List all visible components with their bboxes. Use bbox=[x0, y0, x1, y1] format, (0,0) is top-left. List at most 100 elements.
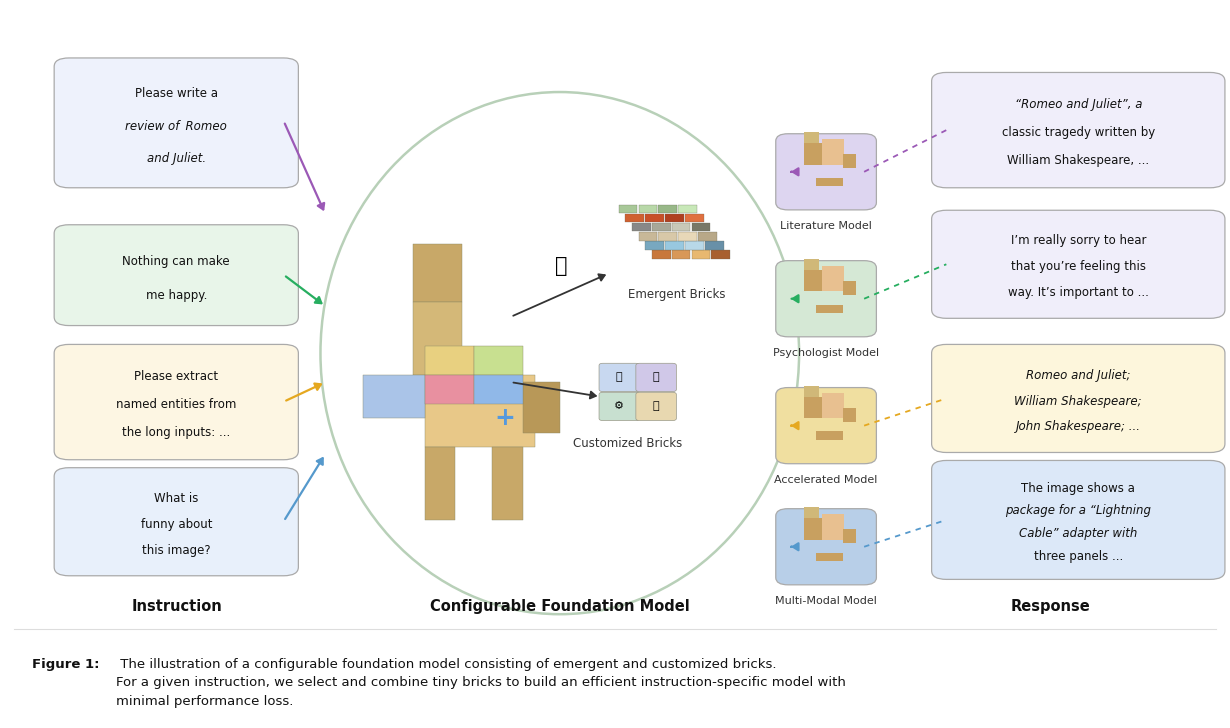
Text: package for a “Lightning: package for a “Lightning bbox=[1005, 505, 1151, 518]
Text: Configurable Foundation Model: Configurable Foundation Model bbox=[430, 599, 690, 614]
Text: that you’re feeling this: that you’re feeling this bbox=[1011, 261, 1146, 274]
FancyBboxPatch shape bbox=[931, 73, 1225, 188]
Text: this image?: this image? bbox=[141, 544, 210, 557]
Text: I’m really sorry to hear: I’m really sorry to hear bbox=[1011, 234, 1146, 248]
FancyBboxPatch shape bbox=[823, 266, 845, 291]
Text: Customized Bricks: Customized Bricks bbox=[573, 437, 681, 449]
FancyBboxPatch shape bbox=[665, 241, 684, 250]
FancyBboxPatch shape bbox=[844, 529, 856, 543]
Text: review of  Romeo: review of Romeo bbox=[125, 119, 228, 132]
FancyBboxPatch shape bbox=[705, 241, 723, 250]
FancyBboxPatch shape bbox=[658, 205, 678, 213]
FancyBboxPatch shape bbox=[412, 245, 461, 302]
Text: three panels ...: three panels ... bbox=[1033, 550, 1123, 563]
Text: Please extract: Please extract bbox=[134, 371, 219, 384]
Text: 🔩: 🔩 bbox=[653, 401, 659, 411]
FancyBboxPatch shape bbox=[599, 392, 640, 421]
FancyBboxPatch shape bbox=[931, 344, 1225, 453]
Text: John Shakespeare; ...: John Shakespeare; ... bbox=[1016, 421, 1140, 433]
FancyBboxPatch shape bbox=[817, 553, 844, 561]
FancyBboxPatch shape bbox=[817, 178, 844, 186]
FancyBboxPatch shape bbox=[804, 397, 823, 419]
FancyBboxPatch shape bbox=[492, 448, 523, 520]
FancyBboxPatch shape bbox=[54, 344, 299, 459]
FancyBboxPatch shape bbox=[523, 382, 560, 433]
FancyBboxPatch shape bbox=[652, 223, 670, 232]
Text: William Shakespeare, ...: William Shakespeare, ... bbox=[1007, 154, 1149, 167]
FancyBboxPatch shape bbox=[658, 232, 678, 240]
FancyBboxPatch shape bbox=[685, 214, 704, 222]
FancyBboxPatch shape bbox=[424, 375, 474, 404]
FancyBboxPatch shape bbox=[646, 241, 664, 250]
FancyBboxPatch shape bbox=[672, 223, 690, 232]
FancyBboxPatch shape bbox=[678, 232, 697, 240]
FancyBboxPatch shape bbox=[678, 205, 697, 213]
FancyBboxPatch shape bbox=[804, 143, 823, 165]
Text: Response: Response bbox=[1011, 599, 1091, 614]
Text: What is: What is bbox=[154, 492, 198, 505]
Text: Accelerated Model: Accelerated Model bbox=[775, 475, 878, 485]
FancyBboxPatch shape bbox=[804, 259, 819, 269]
Text: Romeo and Juliet;: Romeo and Juliet; bbox=[1026, 368, 1130, 381]
FancyBboxPatch shape bbox=[844, 154, 856, 168]
FancyBboxPatch shape bbox=[363, 375, 424, 419]
Text: funny about: funny about bbox=[140, 518, 212, 531]
FancyBboxPatch shape bbox=[638, 205, 657, 213]
Text: Please write a: Please write a bbox=[135, 87, 218, 100]
Text: the long inputs: ...: the long inputs: ... bbox=[122, 427, 230, 439]
FancyBboxPatch shape bbox=[625, 214, 645, 222]
FancyBboxPatch shape bbox=[474, 346, 523, 375]
FancyBboxPatch shape bbox=[776, 134, 877, 210]
FancyBboxPatch shape bbox=[691, 223, 711, 232]
FancyBboxPatch shape bbox=[636, 363, 676, 392]
FancyBboxPatch shape bbox=[823, 139, 845, 165]
FancyBboxPatch shape bbox=[632, 223, 651, 232]
FancyBboxPatch shape bbox=[776, 509, 877, 585]
Text: “Romeo and Juliet”, a: “Romeo and Juliet”, a bbox=[1015, 98, 1141, 111]
FancyBboxPatch shape bbox=[804, 269, 823, 291]
FancyBboxPatch shape bbox=[804, 518, 823, 539]
FancyBboxPatch shape bbox=[638, 232, 657, 240]
Text: 🔬: 🔬 bbox=[555, 256, 567, 276]
FancyBboxPatch shape bbox=[691, 250, 711, 259]
FancyBboxPatch shape bbox=[412, 302, 461, 375]
FancyBboxPatch shape bbox=[844, 408, 856, 422]
FancyBboxPatch shape bbox=[685, 241, 704, 250]
FancyBboxPatch shape bbox=[54, 225, 299, 325]
FancyBboxPatch shape bbox=[424, 375, 535, 448]
FancyBboxPatch shape bbox=[931, 210, 1225, 318]
Text: Emergent Bricks: Emergent Bricks bbox=[627, 288, 726, 301]
Text: ⚙: ⚙ bbox=[614, 401, 625, 411]
Text: named entities from: named entities from bbox=[116, 398, 236, 411]
Text: 🔧: 🔧 bbox=[653, 373, 659, 382]
Text: William Shakespeare;: William Shakespeare; bbox=[1015, 395, 1143, 408]
Text: me happy.: me happy. bbox=[145, 289, 207, 301]
FancyBboxPatch shape bbox=[474, 375, 523, 404]
FancyBboxPatch shape bbox=[776, 261, 877, 337]
FancyBboxPatch shape bbox=[823, 393, 845, 419]
FancyBboxPatch shape bbox=[599, 363, 640, 392]
Text: The illustration of a configurable foundation model consisting of emergent and c: The illustration of a configurable found… bbox=[116, 657, 845, 708]
FancyBboxPatch shape bbox=[844, 280, 856, 295]
Text: Nothing can make: Nothing can make bbox=[123, 256, 230, 269]
Text: Figure 1:: Figure 1: bbox=[32, 657, 100, 670]
Text: Literature Model: Literature Model bbox=[780, 221, 872, 231]
FancyBboxPatch shape bbox=[424, 448, 455, 520]
Text: 📄: 📄 bbox=[616, 373, 622, 382]
Text: way. It’s important to ...: way. It’s important to ... bbox=[1007, 286, 1149, 299]
FancyBboxPatch shape bbox=[804, 507, 819, 518]
Text: Cable” adapter with: Cable” adapter with bbox=[1020, 527, 1138, 540]
Text: The image shows a: The image shows a bbox=[1021, 482, 1135, 495]
Text: and Juliet.: and Juliet. bbox=[146, 151, 205, 165]
Text: Instruction: Instruction bbox=[132, 599, 223, 614]
Text: Psychologist Model: Psychologist Model bbox=[772, 348, 879, 357]
FancyBboxPatch shape bbox=[699, 232, 717, 240]
Text: Multi-Modal Model: Multi-Modal Model bbox=[775, 596, 877, 606]
FancyBboxPatch shape bbox=[619, 205, 637, 213]
FancyBboxPatch shape bbox=[54, 58, 299, 188]
FancyBboxPatch shape bbox=[652, 250, 670, 259]
FancyBboxPatch shape bbox=[646, 214, 664, 222]
FancyBboxPatch shape bbox=[776, 387, 877, 464]
FancyBboxPatch shape bbox=[424, 346, 474, 375]
FancyBboxPatch shape bbox=[823, 514, 845, 539]
